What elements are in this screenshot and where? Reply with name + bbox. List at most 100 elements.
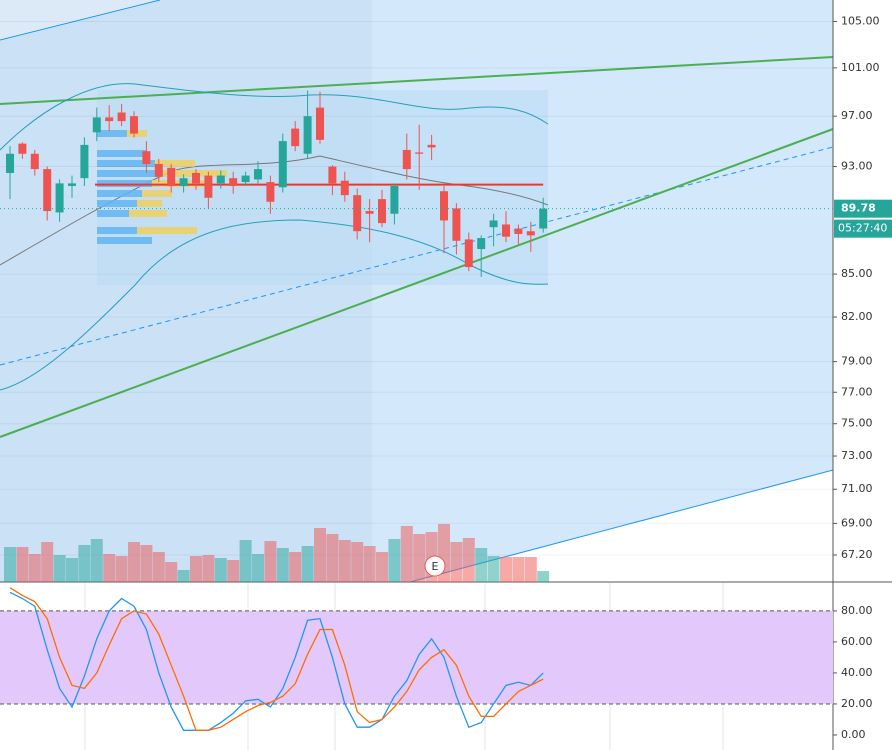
trend-line	[0, 128, 834, 438]
candle-body	[142, 151, 151, 164]
volume-bar	[512, 557, 525, 582]
candle-body	[154, 163, 163, 177]
band	[0, 610, 833, 704]
candle-body	[378, 199, 386, 224]
volume-bar	[53, 555, 66, 582]
volume-bar	[326, 534, 339, 582]
candle-body	[291, 128, 300, 147]
candle-body	[266, 182, 275, 202]
volume-bar	[450, 542, 463, 582]
range-shade	[0, 0, 372, 582]
volume-bar	[214, 558, 227, 582]
volume-bar	[103, 554, 116, 582]
volume-bar	[400, 526, 413, 582]
candle-body	[353, 195, 362, 232]
candle-body	[80, 144, 89, 179]
volume-bar	[500, 557, 512, 582]
y-tick-label: 105.00	[841, 14, 880, 27]
candle-body	[216, 175, 225, 184]
candle-body	[502, 224, 510, 237]
y-tick-label: 71.00	[841, 482, 873, 495]
stoch-line	[9, 587, 544, 731]
earnings-label: E	[432, 560, 439, 573]
candle-body	[192, 172, 200, 184]
candle-body	[30, 153, 39, 170]
volume-bar	[524, 557, 537, 582]
candle-body	[514, 228, 523, 234]
candle-body	[254, 169, 262, 180]
y-tick-label: 67.20	[841, 548, 873, 561]
volume-bar	[177, 570, 190, 582]
candle-body	[43, 169, 52, 212]
y-tick-label: 73.00	[841, 449, 873, 462]
candle-body	[179, 178, 188, 186]
candle-body	[6, 153, 14, 173]
y-tick-label: 40.00	[841, 666, 873, 679]
volume-bar	[264, 541, 277, 582]
candle-body	[241, 175, 250, 183]
y-tick-label: 0.00	[841, 728, 866, 741]
y-tick-label: 20.00	[841, 697, 873, 710]
y-tick-label: 77.00	[841, 385, 873, 398]
y-tick-label: 80.00	[841, 604, 873, 617]
volume-bar	[140, 545, 153, 582]
volume-bar	[16, 547, 29, 582]
channel-line	[0, 0, 161, 41]
volume-bar	[239, 540, 252, 582]
candle-body	[539, 208, 548, 229]
candle-body	[278, 141, 287, 188]
volume-bar	[462, 538, 475, 582]
candle-body	[229, 178, 238, 186]
candle-body	[390, 185, 399, 214]
candle-body	[130, 116, 138, 134]
volume-bar	[413, 534, 426, 582]
volume-bar	[128, 542, 140, 582]
candle-body	[105, 117, 114, 122]
candle-body	[427, 144, 436, 148]
candle-body	[167, 167, 176, 186]
y-tick-label: 69.00	[841, 516, 873, 529]
candle-body	[477, 238, 486, 250]
candle-body	[303, 116, 312, 154]
volume-bar	[252, 554, 264, 582]
candle-body	[402, 149, 411, 170]
candle-body	[464, 239, 473, 268]
y-tick-label: 60.00	[841, 635, 873, 648]
candle-body	[440, 191, 448, 221]
volume-bar	[28, 554, 41, 582]
candle-body	[526, 231, 535, 236]
volume-bar	[388, 539, 401, 582]
volume-bar	[338, 540, 351, 582]
volume-bar	[363, 546, 376, 582]
candle-body	[204, 175, 213, 198]
volume-bar	[314, 528, 326, 582]
candle-body	[365, 211, 374, 214]
volume-bar	[41, 542, 54, 582]
countdown-tag	[834, 219, 892, 238]
volume-bar	[289, 552, 302, 582]
candle-body	[328, 166, 337, 184]
volume-bar	[376, 552, 388, 582]
candle-body	[18, 143, 27, 154]
volume-bar	[4, 547, 16, 582]
last-price-tag	[834, 199, 892, 218]
volume-bar	[537, 571, 550, 582]
volume-bar	[152, 552, 165, 582]
y-tick-label: 85.00	[841, 267, 873, 280]
volume-bar	[190, 556, 202, 582]
candle-body	[316, 107, 324, 140]
candle-body	[55, 183, 64, 213]
earnings-marker	[424, 555, 446, 577]
bb-upper	[0, 83, 549, 151]
volume-bar	[202, 555, 215, 582]
volume-bar	[165, 562, 178, 582]
volume-bar	[90, 539, 103, 582]
volume-bar	[78, 545, 91, 582]
volume-bar	[115, 556, 128, 582]
candle-body	[415, 152, 424, 154]
volume-bar	[66, 558, 78, 582]
y-tick-label: 101.00	[841, 61, 880, 74]
volume-bar	[301, 546, 314, 582]
